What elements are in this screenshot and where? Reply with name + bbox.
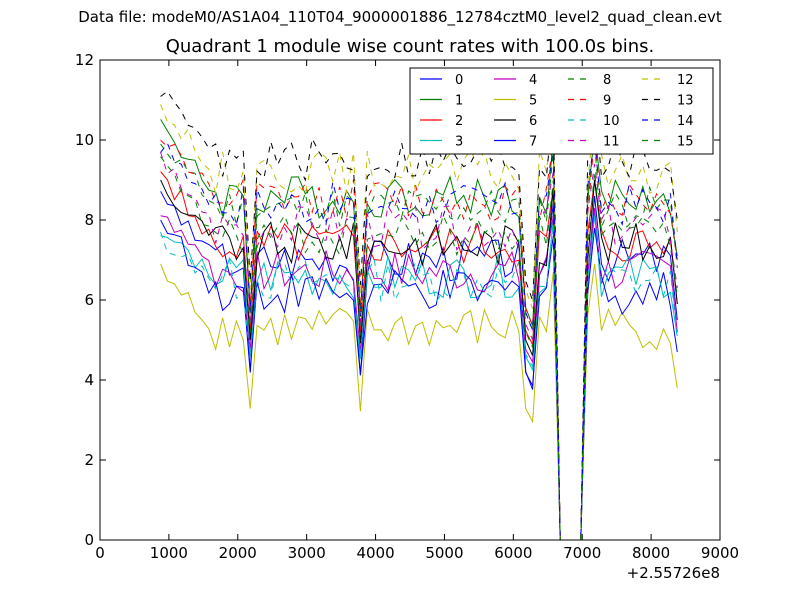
series-line-3	[160, 211, 678, 541]
legend-label-0: 0	[455, 73, 463, 88]
x-tick-label: 0	[95, 544, 105, 562]
figure-suptitle: Data file: modeM0/AS1A04_110T04_90000018…	[78, 8, 722, 26]
x-tick-label: 8000	[632, 544, 670, 562]
legend-label-4: 4	[529, 73, 537, 88]
series-line-14	[160, 139, 678, 541]
legend-label-8: 8	[603, 73, 611, 88]
legend-label-13: 13	[677, 94, 694, 109]
legend-label-11: 11	[603, 135, 620, 150]
legend-label-5: 5	[529, 94, 537, 109]
legend-label-3: 3	[455, 135, 463, 150]
series-line-6	[160, 179, 678, 541]
y-tick-label: 0	[84, 531, 94, 549]
x-tick-label: 1000	[150, 544, 188, 562]
legend-box	[409, 67, 714, 155]
legend-label-15: 15	[677, 135, 694, 150]
legend-label-14: 14	[677, 114, 694, 129]
legend-label-1: 1	[455, 94, 463, 109]
x-tick-label: 3000	[288, 544, 326, 562]
series-line-11	[160, 152, 678, 541]
series-line-8	[160, 143, 678, 541]
x-tick-label: 6000	[494, 544, 532, 562]
legend-label-6: 6	[529, 114, 537, 129]
legend-label-10: 10	[603, 114, 620, 129]
axis-ticks: 0 1000 2000 3000 4000 5000 6000 7000 8000 9000 0 2 4…	[75, 51, 739, 562]
legend-label-9: 9	[603, 94, 611, 109]
x-tick-label: 2000	[219, 544, 257, 562]
x-tick-label: 5000	[425, 544, 463, 562]
series-line-4	[160, 207, 678, 541]
x-tick-label: 4000	[356, 544, 394, 562]
legend-label-12: 12	[677, 73, 694, 88]
series-line-10	[160, 215, 678, 541]
y-tick-label: 12	[75, 51, 94, 69]
series-line-0	[160, 191, 678, 541]
y-tick-label: 2	[84, 451, 94, 469]
chart-title: Quadrant 1 module wise count rates with …	[165, 36, 655, 57]
series-line-1	[160, 119, 678, 541]
y-tick-label: 4	[84, 371, 94, 389]
series-lines	[160, 90, 678, 541]
y-tick-label: 10	[75, 131, 94, 149]
series-line-15	[160, 156, 678, 541]
x-tick-label: 9000	[701, 544, 739, 562]
y-tick-label: 6	[84, 291, 94, 309]
x-tick-label: 7000	[563, 544, 601, 562]
y-tick-label: 8	[84, 211, 94, 229]
legend-label-2: 2	[455, 114, 463, 129]
series-line-12	[160, 104, 678, 541]
legend-label-7: 7	[529, 135, 537, 150]
series-line-5	[160, 263, 678, 541]
series-line-7	[160, 219, 678, 541]
series-line-9	[160, 135, 678, 541]
x-axis-offset-label: +2.55726e8	[627, 564, 720, 582]
